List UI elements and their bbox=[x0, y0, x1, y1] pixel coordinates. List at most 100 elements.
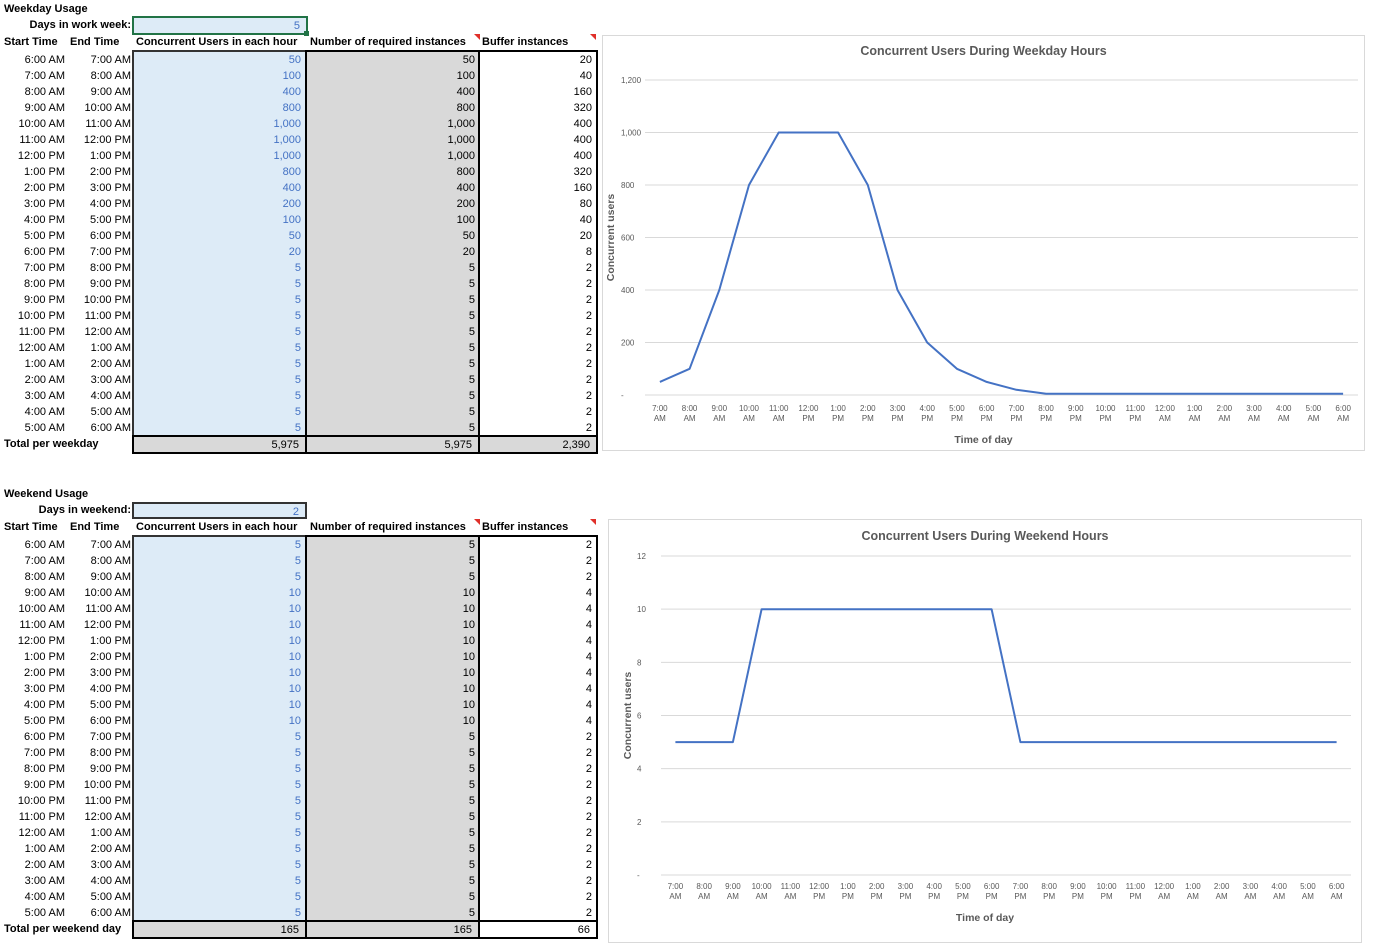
weekend-days-input[interactable]: 2 bbox=[132, 502, 307, 519]
series-line[interactable] bbox=[659, 131, 1344, 395]
x-tick-label: 1:00 bbox=[830, 404, 846, 413]
concurrent-users-cell[interactable]: 100 bbox=[282, 70, 301, 82]
x-tick-label: 5:00 bbox=[1306, 404, 1322, 413]
y-tick-label: 12 bbox=[637, 552, 646, 561]
required-instances-cell: 100 bbox=[456, 214, 475, 226]
concurrent-users-cell[interactable]: 10 bbox=[288, 603, 301, 615]
concurrent-users-cell[interactable]: 10 bbox=[288, 715, 301, 727]
comment-indicator[interactable] bbox=[590, 519, 596, 525]
concurrent-users-cell[interactable]: 5 bbox=[294, 342, 301, 354]
concurrent-users-cell[interactable]: 800 bbox=[282, 102, 301, 114]
concurrent-users-cell[interactable]: 10 bbox=[288, 635, 301, 647]
x-tick-label: 8:00 bbox=[1038, 404, 1054, 413]
start-time-cell: 12:00 PM bbox=[17, 150, 65, 162]
end-time-cell: 12:00 AM bbox=[84, 326, 131, 338]
concurrent-users-cell[interactable]: 1,000 bbox=[273, 118, 301, 130]
x-tick-label: 2:00 bbox=[1217, 404, 1233, 413]
weekday-chart[interactable]: Concurrent Users During Weekday Hours - 20… bbox=[602, 35, 1365, 451]
table-row: 9:00 AM 10:00 AM 800 800 320 bbox=[0, 100, 600, 116]
weekday-required-column bbox=[305, 50, 480, 437]
concurrent-users-cell[interactable]: 5 bbox=[294, 374, 301, 386]
series-line[interactable] bbox=[675, 608, 1337, 744]
x-tick-label: PM bbox=[951, 414, 963, 423]
x-tick-label: 6:00 bbox=[984, 882, 1000, 891]
x-tick-label: AM bbox=[698, 892, 710, 901]
concurrent-users-cell[interactable]: 100 bbox=[282, 214, 301, 226]
x-tick-label: 10:00 bbox=[1097, 882, 1118, 891]
weekend-total-buffer: 66 bbox=[577, 924, 590, 936]
concurrent-users-cell[interactable]: 5 bbox=[294, 811, 301, 823]
concurrent-users-cell[interactable]: 800 bbox=[282, 166, 301, 178]
concurrent-users-cell[interactable]: 5 bbox=[294, 763, 301, 775]
comment-indicator[interactable] bbox=[474, 34, 480, 40]
start-time-cell: 2:00 AM bbox=[24, 374, 65, 386]
concurrent-users-cell[interactable]: 5 bbox=[294, 555, 301, 567]
y-axis-title: Concurrent users bbox=[605, 194, 617, 282]
weekend-header-users: Concurrent Users in each hour bbox=[136, 521, 298, 533]
concurrent-users-cell[interactable]: 5 bbox=[294, 779, 301, 791]
fill-handle[interactable] bbox=[304, 31, 309, 36]
concurrent-users-cell[interactable]: 5 bbox=[294, 326, 301, 338]
concurrent-users-cell[interactable]: 5 bbox=[294, 571, 301, 583]
concurrent-users-cell[interactable]: 5 bbox=[294, 747, 301, 759]
x-tick-label: AM bbox=[727, 892, 739, 901]
weekday-header-users: Concurrent Users in each hour bbox=[136, 36, 298, 48]
concurrent-users-cell[interactable]: 50 bbox=[288, 230, 301, 242]
x-tick-label: AM bbox=[1244, 892, 1256, 901]
concurrent-users-cell[interactable]: 5 bbox=[294, 875, 301, 887]
concurrent-users-cell[interactable]: 5 bbox=[294, 422, 301, 434]
concurrent-users-cell[interactable]: 50 bbox=[288, 54, 301, 66]
concurrent-users-cell[interactable]: 5 bbox=[294, 406, 301, 418]
table-row: 12:00 PM 1:00 PM 1,000 1,000 400 bbox=[0, 148, 600, 164]
comment-indicator[interactable] bbox=[474, 519, 480, 525]
buffer-instances-cell: 2 bbox=[585, 310, 592, 322]
weekend-chart[interactable]: Concurrent Users During Weekend Hours - 2 4… bbox=[608, 519, 1362, 943]
concurrent-users-cell[interactable]: 1,000 bbox=[273, 150, 301, 162]
concurrent-users-cell[interactable]: 5 bbox=[294, 539, 301, 551]
concurrent-users-cell[interactable]: 400 bbox=[282, 86, 301, 98]
concurrent-users-cell[interactable]: 5 bbox=[294, 843, 301, 855]
concurrent-users-cell[interactable]: 10 bbox=[288, 667, 301, 679]
concurrent-users-cell[interactable]: 5 bbox=[294, 294, 301, 306]
concurrent-users-cell[interactable]: 5 bbox=[294, 358, 301, 370]
concurrent-users-cell[interactable]: 10 bbox=[288, 587, 301, 599]
concurrent-users-cell[interactable]: 5 bbox=[294, 278, 301, 290]
comment-indicator[interactable] bbox=[590, 34, 596, 40]
start-time-cell: 11:00 AM bbox=[19, 619, 65, 631]
concurrent-users-cell[interactable]: 5 bbox=[294, 390, 301, 402]
weekday-total-required-cell: 5,975 bbox=[305, 435, 480, 454]
required-instances-cell: 5 bbox=[468, 262, 475, 274]
concurrent-users-cell[interactable]: 5 bbox=[294, 907, 301, 919]
concurrent-users-cell[interactable]: 5 bbox=[294, 827, 301, 839]
concurrent-users-cell[interactable]: 400 bbox=[282, 182, 301, 194]
buffer-instances-cell: 160 bbox=[573, 86, 592, 98]
weekday-days-input[interactable]: 5 bbox=[132, 16, 308, 35]
end-time-cell: 8:00 AM bbox=[90, 555, 131, 567]
weekend-users-column bbox=[132, 535, 307, 922]
concurrent-users-cell[interactable]: 10 bbox=[288, 651, 301, 663]
concurrent-users-cell[interactable]: 10 bbox=[288, 683, 301, 695]
start-time-cell: 10:00 PM bbox=[17, 310, 65, 322]
concurrent-users-cell[interactable]: 5 bbox=[294, 262, 301, 274]
end-time-cell: 11:00 AM bbox=[85, 603, 131, 615]
concurrent-users-cell[interactable]: 5 bbox=[294, 310, 301, 322]
concurrent-users-cell[interactable]: 5 bbox=[294, 891, 301, 903]
table-row: 3:00 PM 4:00 PM 200 200 80 bbox=[0, 196, 600, 212]
concurrent-users-cell[interactable]: 10 bbox=[288, 619, 301, 631]
required-instances-cell: 200 bbox=[456, 198, 475, 210]
concurrent-users-cell[interactable]: 1,000 bbox=[273, 134, 301, 146]
weekday-total-users-cell: 5,975 bbox=[132, 435, 307, 454]
concurrent-users-cell[interactable]: 5 bbox=[294, 731, 301, 743]
end-time-cell: 6:00 AM bbox=[90, 422, 131, 434]
start-time-cell: 4:00 AM bbox=[24, 891, 65, 903]
x-tick-label: 6:00 bbox=[979, 404, 995, 413]
x-tick-label: 10:00 bbox=[1095, 404, 1116, 413]
concurrent-users-cell[interactable]: 10 bbox=[288, 699, 301, 711]
end-time-cell: 4:00 AM bbox=[90, 390, 131, 402]
concurrent-users-cell[interactable]: 20 bbox=[288, 246, 301, 258]
end-time-cell: 7:00 PM bbox=[90, 731, 131, 743]
concurrent-users-cell[interactable]: 5 bbox=[294, 795, 301, 807]
concurrent-users-cell[interactable]: 5 bbox=[294, 859, 301, 871]
buffer-instances-cell: 400 bbox=[573, 118, 592, 130]
concurrent-users-cell[interactable]: 200 bbox=[282, 198, 301, 210]
